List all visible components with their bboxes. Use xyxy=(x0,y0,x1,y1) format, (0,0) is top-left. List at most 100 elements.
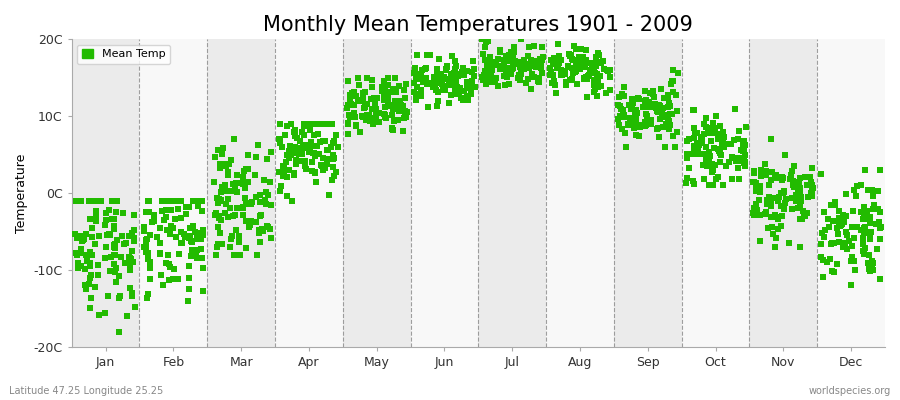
Point xyxy=(632,133,646,140)
Point xyxy=(368,114,382,120)
Point xyxy=(589,63,603,70)
Point xyxy=(699,158,714,165)
Point xyxy=(182,234,196,241)
Point xyxy=(232,233,247,239)
Point xyxy=(669,92,683,98)
Point xyxy=(709,176,724,182)
Point xyxy=(476,77,491,83)
Point xyxy=(816,209,831,215)
Point xyxy=(98,310,112,316)
Point xyxy=(576,54,590,60)
Point xyxy=(670,107,684,114)
Point xyxy=(174,240,188,246)
Point xyxy=(715,136,729,142)
Point xyxy=(364,96,378,102)
Point xyxy=(496,62,510,69)
Point xyxy=(208,212,222,218)
Point xyxy=(220,163,234,170)
Point xyxy=(697,121,711,127)
Point xyxy=(628,119,643,126)
Point xyxy=(79,231,94,237)
Point xyxy=(507,44,521,50)
Point xyxy=(579,74,593,80)
Point xyxy=(237,168,251,174)
Point xyxy=(178,211,193,217)
Point xyxy=(224,157,238,164)
Point xyxy=(194,198,209,204)
Point xyxy=(759,168,773,174)
Point xyxy=(524,57,538,63)
Point xyxy=(326,152,340,158)
Point xyxy=(546,60,561,66)
Point xyxy=(139,209,153,215)
Point xyxy=(736,148,751,154)
Point xyxy=(324,144,338,150)
Point xyxy=(313,138,328,145)
Point xyxy=(420,52,435,58)
Point xyxy=(623,115,637,121)
Point xyxy=(320,147,335,153)
Point xyxy=(379,115,393,121)
Point xyxy=(526,74,541,81)
Point xyxy=(239,200,254,206)
Point xyxy=(185,246,200,253)
Point xyxy=(528,64,543,70)
Point xyxy=(482,70,496,76)
Point xyxy=(218,182,232,188)
Point xyxy=(158,198,172,204)
Point xyxy=(653,86,668,93)
Point xyxy=(587,89,601,95)
Point xyxy=(854,227,868,233)
Point xyxy=(278,132,293,138)
Point xyxy=(687,142,701,149)
Point xyxy=(155,198,169,204)
Point xyxy=(83,263,97,270)
Point xyxy=(408,64,422,71)
Point xyxy=(506,65,520,71)
Point xyxy=(233,252,248,258)
Point xyxy=(109,279,123,285)
Point xyxy=(706,144,721,151)
Point xyxy=(872,276,886,282)
Point xyxy=(544,80,559,86)
Point xyxy=(196,288,211,294)
Point xyxy=(777,189,791,195)
Point xyxy=(341,78,356,84)
Point xyxy=(303,146,318,152)
Point xyxy=(398,95,412,102)
Point xyxy=(443,82,457,88)
Point xyxy=(184,252,198,259)
Point xyxy=(238,200,253,207)
Point xyxy=(397,115,411,121)
Point xyxy=(208,210,222,216)
Point xyxy=(572,64,587,70)
Point xyxy=(706,119,721,126)
Point xyxy=(760,225,775,231)
Point xyxy=(369,106,383,112)
Point xyxy=(732,156,746,163)
Point xyxy=(688,151,702,158)
Point xyxy=(341,102,356,108)
Point xyxy=(280,174,294,180)
Point xyxy=(873,209,887,215)
Point xyxy=(797,213,812,219)
Point xyxy=(399,113,413,120)
Point xyxy=(500,74,514,80)
Point xyxy=(818,227,832,233)
Point xyxy=(617,130,632,136)
Point xyxy=(154,272,168,278)
Point xyxy=(248,172,263,178)
Point xyxy=(213,216,228,223)
Point xyxy=(446,82,460,88)
Point xyxy=(837,244,851,250)
Point xyxy=(690,130,705,136)
Point xyxy=(696,140,710,146)
Point xyxy=(528,58,543,64)
Point xyxy=(856,216,870,222)
Point xyxy=(161,252,176,258)
Point xyxy=(749,188,763,194)
Point xyxy=(631,96,645,102)
Point xyxy=(297,132,311,138)
Point xyxy=(774,177,788,184)
Point xyxy=(226,213,240,220)
